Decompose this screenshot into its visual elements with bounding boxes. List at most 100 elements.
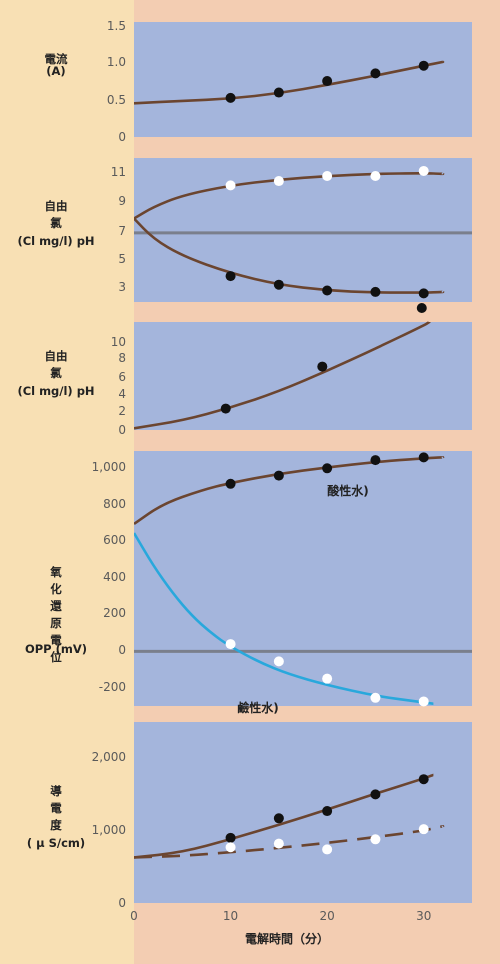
y-tick-label: 0 — [118, 130, 126, 144]
y-tick-label: 0 — [118, 643, 126, 657]
data-point — [418, 288, 429, 299]
y-axis-label: 電 — [50, 801, 62, 815]
data-point — [273, 279, 284, 290]
y-tick-label: 3 — [118, 280, 126, 294]
data-point — [225, 180, 236, 191]
y-axis-label: (Cl mg/l) pH — [17, 234, 94, 248]
data-point — [370, 68, 381, 79]
panel-1: 1.5 1.0 0.5 0 電流(A) — [45, 19, 472, 144]
y-tick-label: 8 — [118, 351, 126, 365]
x-tick-label: 10 — [223, 909, 238, 923]
y-tick-label: 11 — [111, 165, 126, 179]
data-point — [225, 92, 236, 103]
data-point — [322, 285, 333, 296]
data-point — [322, 171, 333, 181]
y-tick-label: 1.5 — [107, 19, 126, 33]
y-tick-label: 0 — [118, 896, 126, 910]
data-point — [418, 696, 429, 707]
series-line — [134, 532, 434, 706]
y-axis-label: 還 — [50, 599, 62, 613]
y-tick-label: 800 — [103, 497, 126, 511]
series-annotation: 酸性水) — [327, 483, 369, 498]
x-tick-label: 0 — [130, 909, 138, 923]
y-axis-label: 度 — [50, 818, 62, 832]
y-axis-label: OPP (mV) — [25, 642, 87, 656]
plot-area — [134, 722, 472, 903]
y-tick-label: 7 — [118, 224, 126, 238]
data-point — [273, 87, 284, 98]
y-axis-label: 氧 — [49, 565, 62, 579]
plot-area — [134, 158, 472, 302]
data-point — [418, 824, 429, 835]
data-point — [370, 455, 381, 466]
data-point — [273, 813, 284, 824]
data-point — [225, 478, 236, 489]
y-tick-label: 0 — [118, 423, 126, 437]
data-point — [225, 639, 236, 650]
y-tick-label: 1,000 — [92, 823, 126, 837]
y-tick-label: 1.0 — [107, 55, 126, 69]
y-axis-label: 氯 — [50, 366, 62, 380]
y-axis-label: 自由 — [45, 349, 68, 363]
data-point — [418, 452, 429, 463]
y-tick-label: 200 — [103, 606, 126, 620]
y-tick-label: 400 — [103, 570, 126, 584]
y-tick-label: 600 — [103, 533, 126, 547]
y-axis-label: 位 — [50, 650, 62, 664]
left-background — [0, 0, 134, 964]
y-axis-label: (A) — [46, 64, 65, 78]
x-axis-label: 電解時間（分） — [245, 931, 329, 946]
y-axis-label: 電流 — [45, 52, 68, 66]
y-tick-label: 1,000 — [92, 460, 126, 474]
data-point — [322, 673, 333, 684]
data-point — [418, 165, 429, 176]
data-point — [273, 838, 284, 849]
data-point — [220, 403, 231, 414]
data-point — [322, 806, 333, 817]
y-tick-label: 2,000 — [92, 750, 126, 764]
y-tick-label: -200 — [99, 680, 126, 694]
data-point — [322, 844, 333, 855]
y-tick-label: 0.5 — [107, 93, 126, 107]
data-point — [370, 789, 381, 800]
y-tick-label: 9 — [118, 194, 126, 208]
data-point — [225, 832, 236, 843]
data-point — [317, 361, 328, 372]
series-annotation: 鹼性水) — [237, 700, 279, 715]
y-axis-label: 化 — [50, 582, 62, 596]
plot-area — [134, 451, 472, 706]
y-tick-label: 5 — [118, 252, 126, 266]
y-tick-label: 4 — [118, 387, 126, 401]
data-point — [273, 176, 284, 187]
x-tick-label: 30 — [416, 909, 431, 923]
data-point — [225, 271, 236, 282]
y-axis-label: 導 — [50, 784, 62, 798]
data-point — [225, 842, 236, 853]
data-point — [273, 656, 284, 667]
plot-area — [134, 22, 472, 137]
data-point — [416, 303, 427, 313]
data-point — [322, 463, 333, 474]
y-tick-label: 2 — [118, 404, 126, 418]
y-axis-label: 電 — [50, 633, 62, 647]
y-tick-label: 10 — [111, 335, 126, 349]
data-point — [370, 286, 381, 297]
y-axis-label: 氯 — [50, 216, 62, 230]
y-axis-label: 原 — [50, 616, 62, 630]
y-tick-label: 6 — [118, 370, 126, 384]
panel-2: 11 9 7 5 3 自由氯 (Cl mg/l) pH — [17, 158, 472, 302]
panel-3: 10 8 6 4 2 0 自由氯 (Cl mg/l) pH — [17, 303, 472, 437]
data-point — [418, 60, 429, 71]
series-line — [134, 320, 431, 430]
data-point — [370, 692, 381, 703]
y-axis-label: 自由 — [45, 199, 68, 213]
x-tick-label: 20 — [320, 909, 335, 923]
y-axis-label: (Cl mg/l) pH — [17, 384, 94, 398]
data-point — [322, 76, 333, 87]
panel-5: 2,000 1,000 0 導電度 ( μ S/cm) — [27, 722, 472, 910]
data-point — [370, 834, 381, 845]
data-point — [418, 774, 429, 785]
y-axis-label: ( μ S/cm) — [27, 836, 85, 850]
